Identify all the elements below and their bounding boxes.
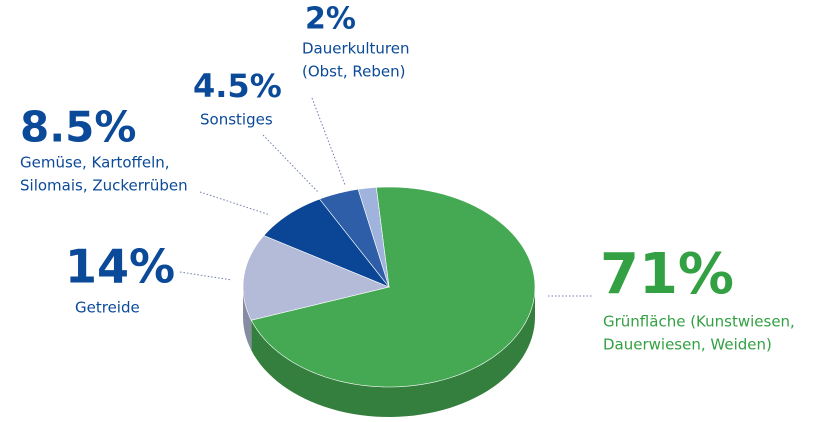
leader-line — [199, 191, 271, 216]
category-label: Getreide — [75, 299, 140, 317]
value-label: 2% — [305, 2, 356, 37]
leader-line — [262, 134, 319, 193]
category-label: Dauerwiesen, Weiden) — [603, 336, 772, 354]
category-label: (Obst, Reben) — [302, 63, 406, 81]
category-label: Grünfläche (Kunstwiesen, — [603, 313, 795, 331]
value-label: 8.5% — [20, 103, 136, 152]
leader-line — [179, 271, 233, 281]
category-label: Dauerkulturen — [302, 40, 410, 58]
slice-side — [243, 287, 252, 351]
slice — [357, 187, 390, 288]
slice — [242, 235, 390, 321]
value-label: 4.5% — [193, 67, 282, 105]
category-label: Gemüse, Kartoffeln, — [20, 154, 170, 172]
category-label: Sonstiges — [200, 111, 273, 129]
slice — [250, 186, 536, 388]
slice — [319, 188, 390, 288]
slice — [263, 198, 390, 288]
value-label: 71% — [600, 242, 734, 307]
value-label: 14% — [65, 240, 175, 294]
leader-line — [311, 97, 346, 186]
slice-side — [251, 287, 536, 417]
category-label: Silomais, Zuckerrüben — [20, 177, 188, 195]
